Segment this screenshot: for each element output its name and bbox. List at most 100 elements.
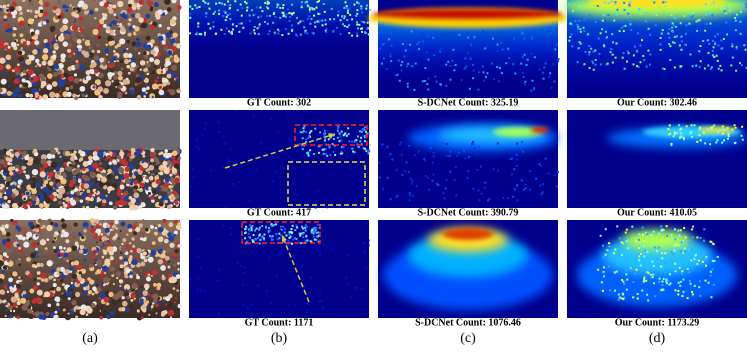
crowd-dot [119, 23, 122, 26]
crowd-dot [145, 287, 148, 290]
crowd-dot [60, 53, 65, 58]
density-speck [341, 239, 343, 241]
density-speck [578, 9, 580, 11]
density-speck [660, 289, 662, 291]
density-speck [445, 85, 447, 87]
crowd-dot [162, 219, 166, 223]
density-speck [428, 35, 430, 37]
density-speck [379, 176, 381, 178]
density-speck [309, 9, 311, 11]
density-speck [610, 51, 612, 53]
crowd-dot [80, 34, 83, 37]
density-speck [283, 312, 285, 314]
crowd-dot [130, 293, 135, 298]
crowd-dot [143, 95, 145, 97]
crowd-dot [7, 238, 11, 242]
density-speck [446, 155, 448, 157]
crowd-dot [75, 315, 78, 318]
density-speck [681, 241, 683, 243]
crowd-dot [62, 283, 65, 286]
density-speck [645, 280, 647, 282]
crowd-dot [154, 59, 160, 65]
crowd-dot [54, 237, 56, 239]
crowd-dot [130, 299, 133, 302]
crowd-dot [109, 151, 112, 154]
crowd-dot [123, 14, 128, 19]
crowd-dot [137, 6, 140, 9]
crowd-dot [3, 203, 5, 205]
crowd-dot [168, 261, 170, 263]
crowd-dot [25, 93, 29, 97]
crowd-dot [142, 22, 148, 28]
crowd-dot [106, 302, 109, 305]
density-speck [309, 11, 311, 13]
density-speck [425, 175, 427, 177]
crowd-dot [163, 187, 168, 192]
density-speck [646, 20, 648, 22]
density-speck [386, 146, 388, 148]
crowd-dot [128, 4, 132, 8]
density-speck [621, 279, 623, 281]
crowd-dot [3, 15, 7, 19]
density-speck [300, 131, 302, 133]
crowd-dot [113, 206, 117, 210]
crowd-dot [146, 276, 151, 281]
crowd-dot [28, 221, 34, 227]
column-label: (d) [649, 331, 666, 346]
density-speck [638, 66, 640, 68]
density-speck [347, 10, 349, 12]
density-speck [356, 13, 358, 15]
crowd-dot [26, 175, 30, 179]
crowd-dot [162, 77, 165, 80]
density-speck [427, 59, 429, 61]
density-speck [439, 83, 441, 85]
crowd-dot [108, 191, 110, 193]
crowd-dot [74, 73, 77, 76]
density-speck [683, 291, 685, 293]
density-speck [412, 195, 414, 197]
density-speck [698, 286, 700, 288]
density-speck [597, 269, 599, 271]
density-speck [643, 245, 645, 247]
density-speck [588, 53, 590, 55]
density-speck [285, 16, 287, 18]
density-speck [665, 5, 667, 7]
crowd-dot [112, 5, 116, 9]
crowd-dot [30, 252, 36, 258]
density-speck [325, 23, 327, 25]
crowd-dot [37, 256, 39, 258]
crowd-dot [57, 253, 62, 258]
density-speck [669, 45, 671, 47]
density-speck [622, 298, 624, 300]
density-speck [494, 37, 496, 39]
crowd-dot [35, 59, 40, 64]
density-speck [364, 251, 366, 253]
photo [0, 0, 182, 100]
crowd-dot [84, 259, 87, 262]
density-speck [197, 256, 199, 258]
density-speck [643, 278, 645, 280]
density-speck [700, 252, 702, 254]
density-speck [684, 247, 686, 249]
density-speck [310, 7, 312, 9]
density-speck [578, 47, 580, 49]
density-speck [516, 184, 518, 186]
density-speck [246, 240, 248, 242]
density-speck [323, 133, 325, 135]
density-speck [249, 224, 251, 226]
density-speck [276, 275, 278, 277]
density-speck [706, 23, 708, 25]
density-speck [653, 282, 655, 284]
crowd-dot [99, 316, 103, 320]
crowd-dot [62, 18, 68, 24]
density-speck [691, 249, 693, 251]
crowd-dot [31, 78, 34, 81]
density-speck [449, 65, 451, 67]
crowd-dot [20, 73, 23, 76]
density-speck [358, 24, 360, 26]
density-speck [622, 57, 624, 59]
density-speck [248, 236, 250, 238]
crowd-dot [160, 197, 164, 201]
crowd-dot [39, 196, 44, 201]
density-speck [369, 144, 371, 146]
